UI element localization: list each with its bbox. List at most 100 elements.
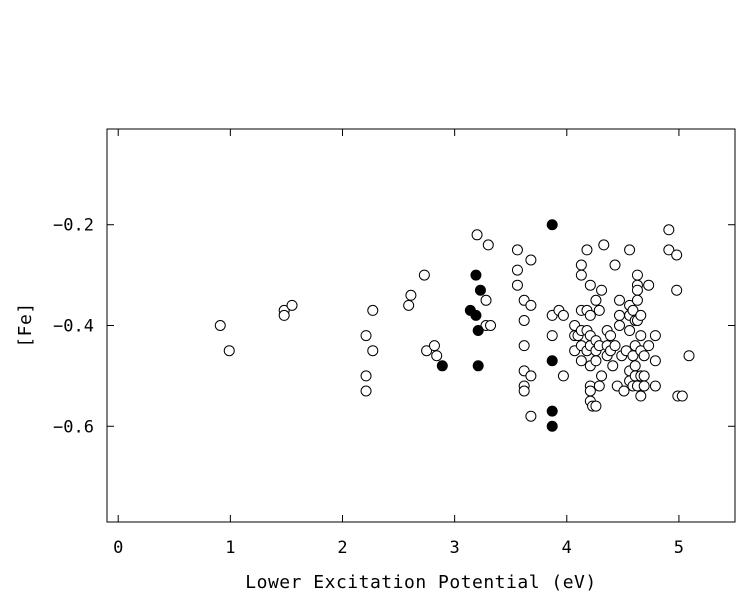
open-data-point [584, 309, 596, 321]
filled-data-point [472, 360, 484, 372]
x-tick-label: 5 [674, 538, 684, 558]
open-data-point [607, 360, 619, 372]
filled-data-point [472, 325, 484, 337]
open-data-point [584, 385, 596, 397]
open-data-point [671, 249, 683, 261]
open-data-point [575, 355, 587, 367]
open-data-point [360, 330, 372, 342]
x-tick-label: 0 [113, 538, 123, 558]
open-data-point [643, 340, 655, 352]
y-tick-label: −0.2 [53, 216, 94, 236]
filled-data-point [474, 284, 486, 296]
open-data-point [421, 345, 433, 357]
open-data-point [367, 345, 379, 357]
x-tick-label: 1 [225, 538, 235, 558]
open-data-point [638, 350, 650, 362]
open-data-point [593, 380, 605, 392]
open-data-point [596, 284, 608, 296]
data-points [214, 219, 695, 432]
open-data-point [671, 284, 683, 296]
open-data-point [631, 269, 643, 281]
open-data-point [613, 320, 625, 331]
open-data-point [557, 309, 569, 321]
open-data-point [480, 294, 492, 306]
filled-data-point [470, 269, 482, 281]
open-data-point [518, 314, 530, 326]
open-data-point [596, 370, 608, 382]
open-data-point [584, 279, 596, 291]
open-data-point [676, 390, 688, 402]
open-data-point [360, 385, 372, 397]
open-data-point [631, 284, 643, 296]
open-data-point [482, 239, 494, 251]
open-data-point [649, 380, 661, 392]
open-data-point [214, 320, 226, 331]
open-data-point [360, 370, 372, 382]
open-data-point [471, 229, 483, 241]
plot-frame [106, 128, 736, 523]
open-data-point [518, 385, 530, 397]
open-data-point [627, 350, 639, 362]
open-data-point [223, 345, 235, 357]
open-data-point [635, 390, 647, 402]
y-axis-ticks: −0.2 −0.4 −0.6 [53, 216, 735, 437]
open-data-point [631, 294, 643, 306]
open-data-point [593, 304, 605, 316]
open-data-point [590, 400, 602, 412]
open-data-point [525, 370, 537, 382]
open-data-point [627, 304, 639, 316]
open-data-point [403, 299, 415, 311]
open-data-point [605, 330, 617, 342]
open-data-point [511, 279, 523, 291]
filled-data-point [546, 219, 558, 231]
open-data-point [624, 244, 636, 256]
filled-data-point [436, 360, 448, 372]
open-data-point [624, 325, 636, 337]
open-data-point [575, 269, 587, 281]
filled-data-point [546, 420, 558, 432]
open-data-point [428, 340, 440, 352]
open-data-point [590, 294, 602, 306]
y-tick-label: −0.6 [53, 417, 94, 437]
open-data-point [649, 355, 661, 367]
open-data-point [575, 259, 587, 271]
y-axis-label: [Fe] [15, 302, 36, 347]
open-data-point [525, 299, 537, 311]
open-data-point [278, 309, 290, 321]
open-data-point [511, 264, 523, 276]
open-data-point [525, 410, 537, 422]
x-tick-label: 2 [337, 538, 347, 558]
open-data-point [613, 294, 625, 306]
open-data-point [643, 279, 655, 291]
open-data-point [638, 370, 650, 382]
open-data-point [609, 340, 621, 352]
filled-data-point [546, 405, 558, 417]
open-data-point [598, 239, 610, 251]
open-data-point [635, 330, 647, 342]
open-data-point [638, 380, 650, 392]
open-data-point [367, 304, 379, 316]
open-data-point [546, 330, 558, 342]
filled-data-point [546, 355, 558, 367]
open-data-point [405, 289, 417, 301]
open-data-point [683, 350, 695, 362]
x-axis-ticks: 0 1 2 3 4 5 [113, 129, 684, 558]
filled-data-point [470, 309, 482, 321]
x-tick-label: 3 [450, 538, 460, 558]
x-tick-label: 4 [562, 538, 572, 558]
open-data-point [511, 244, 523, 256]
open-data-point [557, 370, 569, 382]
open-data-point [418, 269, 430, 281]
open-data-point [590, 355, 602, 367]
open-data-point [613, 309, 625, 321]
open-data-point [618, 385, 630, 397]
open-data-point [663, 224, 675, 236]
open-data-point [609, 259, 621, 271]
open-data-point [431, 350, 443, 362]
open-data-point [635, 309, 647, 321]
open-data-point [518, 340, 530, 352]
open-data-point [286, 299, 298, 311]
open-data-point [663, 244, 675, 256]
y-tick-label: −0.4 [53, 317, 94, 337]
